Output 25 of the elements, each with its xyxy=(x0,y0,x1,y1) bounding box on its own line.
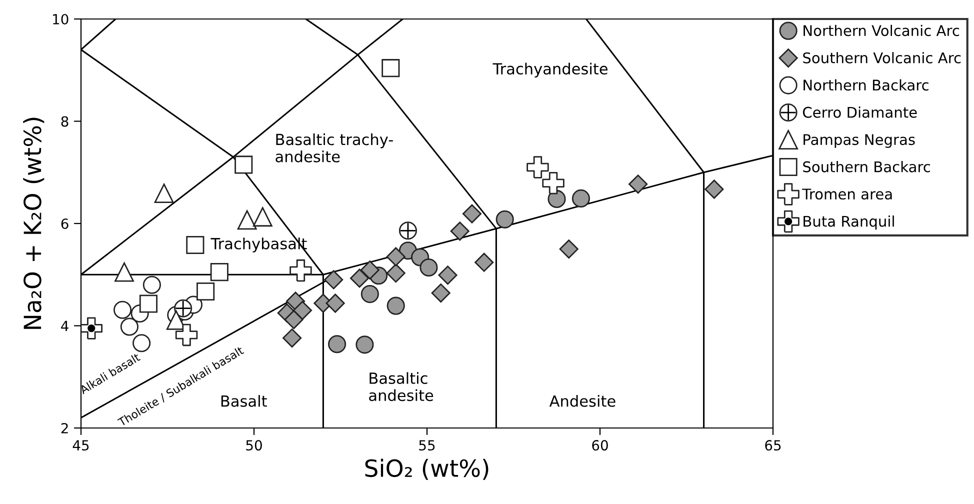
x-tick-label: 65 xyxy=(765,440,781,451)
x-tick-label: 55 xyxy=(419,440,435,451)
legend-label: Buta Ranquil xyxy=(804,216,894,230)
y-tick-label: 10 xyxy=(53,14,68,24)
legend-label: Cerro Diamante xyxy=(802,106,917,118)
legend-label: Tromen area xyxy=(802,188,892,200)
legend-label: Southern Backarc xyxy=(803,161,930,172)
annotation: Andesite xyxy=(549,395,616,407)
annotation: Basaltic trachy- andesite xyxy=(276,133,393,162)
legend-label: Southern Volcanic Arc xyxy=(803,52,961,64)
y-tick-label: 2 xyxy=(61,422,68,434)
y-tick-label: 4 xyxy=(61,320,68,332)
legend-label: Pampas Negras xyxy=(804,134,915,148)
x-tick-label: 60 xyxy=(592,440,608,451)
annotation: Trachyandesite xyxy=(492,62,608,78)
x-tick-label: 50 xyxy=(246,440,262,451)
y-tick-label: 8 xyxy=(61,116,68,127)
y-axis-title: Na₂O + K₂O (wt%) xyxy=(23,118,44,329)
annotation: Basaltic andesite xyxy=(369,372,434,402)
annotation: Basalt xyxy=(221,395,267,407)
legend-label: Northern Backarc xyxy=(804,79,928,91)
x-tick-label: 45 xyxy=(72,440,89,451)
x-axis-title: SiO₂ (wt%) xyxy=(365,458,488,480)
legend-label: Northern Volcanic Arc xyxy=(804,24,960,36)
y-tick-label: 6 xyxy=(61,218,68,229)
